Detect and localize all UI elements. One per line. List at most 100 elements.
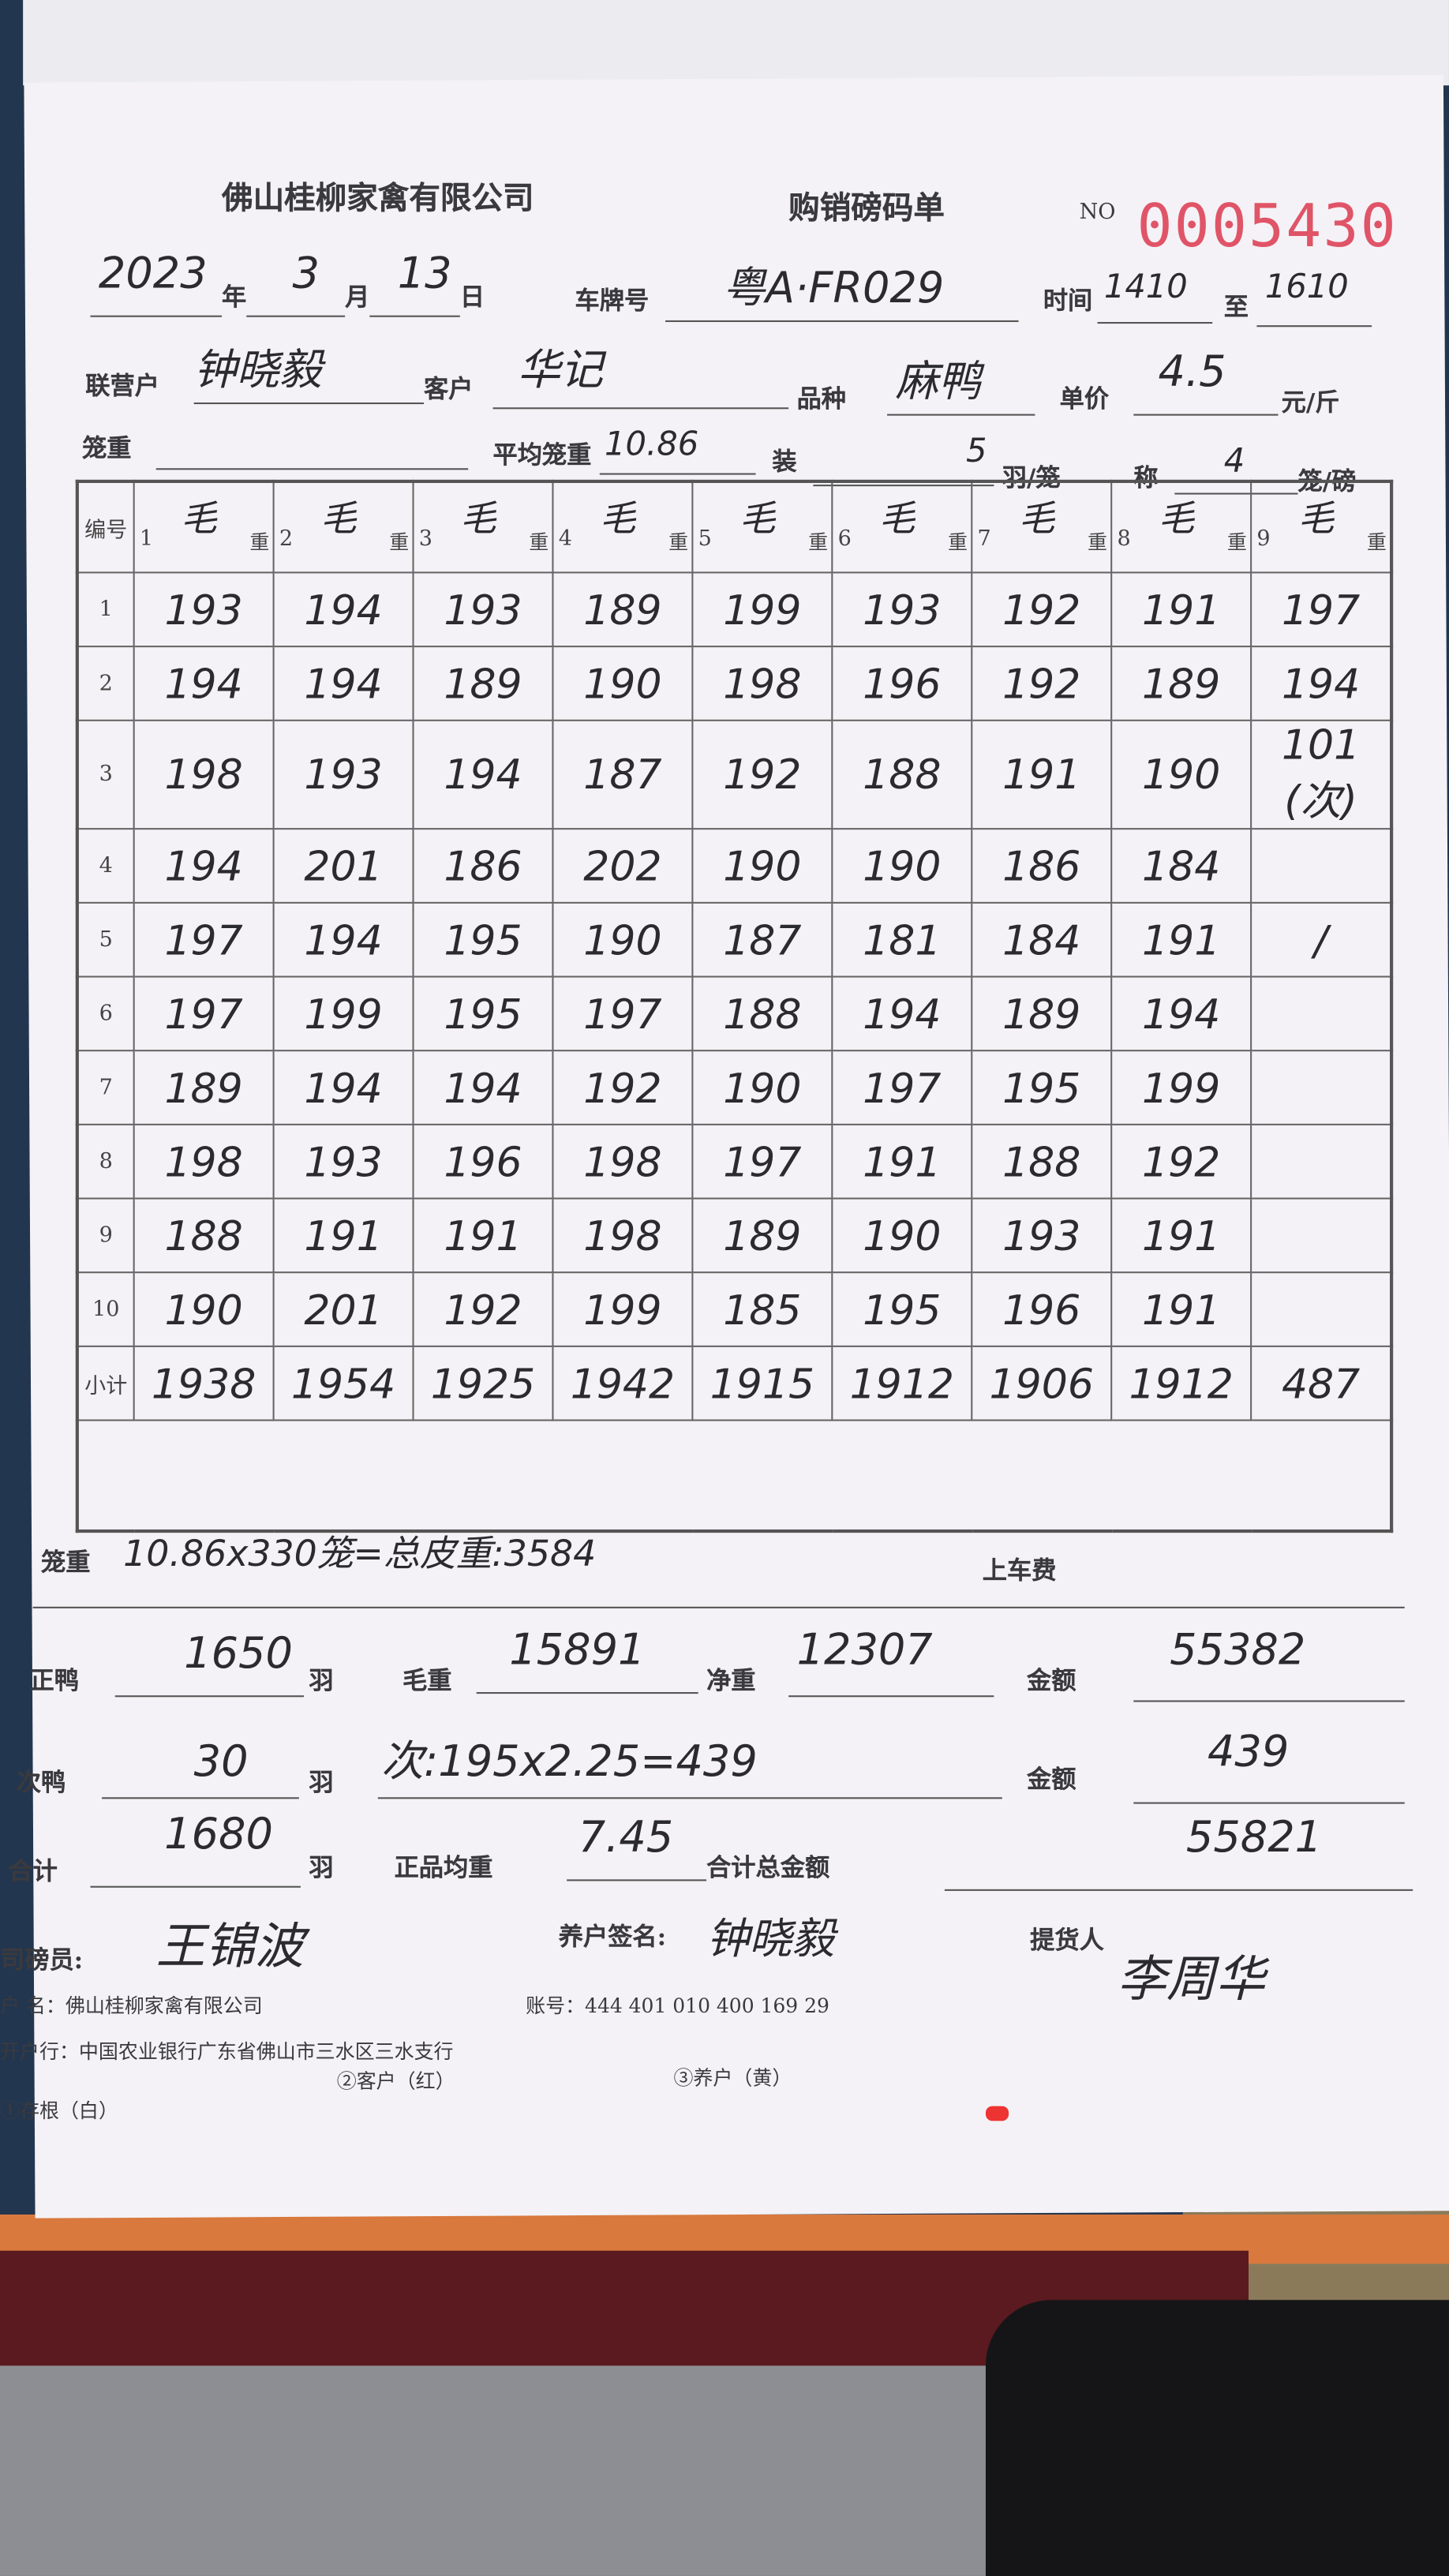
weight-cell: 196 (971, 1271, 1113, 1347)
total-label: 合计 (8, 1856, 58, 1886)
company-name: 佛山桂柳家禽有限公司 (222, 180, 534, 217)
table-row: 10 190 201 192 199 185 195 196 191 (76, 1271, 1393, 1347)
subtotal-cell: 1942 (552, 1345, 694, 1421)
table-row: 1 193 194 193 189 199 193 192 191 197 (76, 571, 1393, 648)
row-number: 9 (76, 1197, 135, 1274)
weight-cell: 192 (971, 571, 1113, 648)
weight-cell: 201 (272, 828, 414, 904)
weight-cell: 199 (691, 571, 833, 648)
weight-cell: 189 (552, 571, 694, 648)
column-handwriting: 毛 (739, 499, 776, 541)
weight-cell: 191 (412, 1197, 554, 1274)
column-handwriting: 毛 (180, 499, 217, 541)
weight-cell: 202 (552, 828, 694, 904)
weight-cell: 187 (691, 901, 833, 978)
subtotal-cell: 487 (1250, 1345, 1393, 1421)
partner-label: 联营户 (85, 371, 159, 401)
avg-weight-label: 正品均重 (394, 1853, 493, 1883)
amount-label-2: 金额 (1027, 1764, 1076, 1795)
weight-cell: 195 (412, 901, 554, 978)
weight-cell: 184 (1110, 828, 1252, 904)
weight-cell: 188 (133, 1197, 275, 1274)
avg-cage-weight: 10.86 (605, 424, 699, 464)
cage-weight-label: 笼重 (82, 433, 132, 464)
breed-label: 品种 (796, 384, 847, 414)
weight-cell: 189 (412, 646, 554, 721)
weight-cell (1250, 1197, 1393, 1274)
weight-cell: 184 (971, 901, 1113, 978)
weight-cell: 190 (691, 828, 833, 904)
weight-cell: 190 (552, 646, 694, 721)
no-label: NO (1079, 200, 1116, 226)
table-row: 7 189 194 194 192 190 197 195 199 (76, 1050, 1393, 1125)
weight-cell: 189 (133, 1050, 275, 1125)
row-number: 2 (76, 646, 135, 721)
column-index: 2 (279, 527, 294, 552)
weight-cell: 194 (831, 975, 973, 1052)
weight-cell: 198 (133, 1123, 275, 1200)
red-mark (985, 2106, 1009, 2121)
day: 13 (397, 249, 452, 299)
cage-label: 笼重 (41, 1547, 91, 1578)
unit-yu-1: 羽 (309, 1665, 334, 1696)
weight-cell: 186 (971, 828, 1113, 904)
net-label: 净重 (706, 1665, 756, 1696)
weight-cell: 181 (831, 901, 973, 978)
weight-suffix: 重 (249, 530, 270, 554)
weight-cell: 194 (133, 828, 275, 904)
weight-cell: 195 (971, 1050, 1113, 1125)
weight-cell: 193 (412, 571, 554, 648)
unit-yu-3: 羽 (309, 1853, 334, 1883)
weight-cell: 198 (552, 1197, 694, 1274)
pack-label: 装 (772, 447, 797, 477)
main-amount: 55382 (1170, 1626, 1306, 1676)
copy-stub: ①存根（白） (0, 2099, 118, 2123)
grand-total: 55821 (1185, 1814, 1323, 1863)
weight-cell: 194 (412, 1050, 554, 1125)
weight-cell (1250, 1271, 1393, 1347)
pickup-signature: 李周华 (1117, 1951, 1265, 2009)
subtotal-row: 小计 1938 1954 1925 1942 1915 1912 1906 1912 487 (76, 1345, 1393, 1421)
row-number: 6 (76, 975, 135, 1052)
month-label: 月 (345, 283, 370, 313)
weight-cell: 193 (971, 1197, 1113, 1274)
month: 3 (292, 249, 320, 299)
serial-number: 0005430 (1136, 193, 1398, 261)
column-header: 8 毛重 (1110, 480, 1252, 574)
table-row: 9 188 191 191 198 189 190 193 191 (76, 1197, 1393, 1274)
weight-cell: 101 (次) (1250, 719, 1393, 830)
grand-total-label: 合计总金额 (706, 1853, 830, 1883)
plate-number: 粤A·FR029 (722, 264, 945, 314)
weight-table: 编号 1 毛重 2 毛重 3 毛重 4 毛重 5 毛重 6 毛重 7 毛重 8 毛重 9 毛重 1 193 194 193… (75, 479, 1394, 1533)
table-row: 2 194 194 189 190 198 196 192 189 194 (76, 646, 1393, 721)
column-index: 5 (698, 527, 712, 552)
weight-cell: 196 (831, 646, 973, 721)
weight-cell: 194 (133, 646, 275, 721)
weight-cell: 198 (691, 646, 833, 721)
column-handwriting: 毛 (878, 499, 915, 541)
weight-cell: / (1250, 901, 1393, 978)
column-header: 9 毛重 (1250, 480, 1393, 574)
row-number: 10 (76, 1271, 135, 1347)
weight-cell: 191 (1110, 571, 1252, 648)
avg-cage-label: 平均笼重 (492, 440, 592, 470)
corner-header: 编号 (76, 480, 135, 574)
subtotal-cell: 1938 (133, 1345, 275, 1421)
weight-cell: 199 (272, 975, 414, 1052)
weight-cell: 190 (1110, 719, 1252, 830)
unit-yu-2: 羽 (309, 1767, 334, 1798)
total-count: 1680 (164, 1810, 273, 1860)
weight-cell: 192 (971, 646, 1113, 721)
weight-cell (1250, 1050, 1393, 1125)
table-row: 8 198 193 196 198 197 191 188 192 (76, 1123, 1393, 1200)
weight-cell: 189 (971, 975, 1113, 1052)
weight-cell: 192 (412, 1271, 554, 1347)
column-index: 3 (418, 527, 433, 552)
weight-cell: 194 (1250, 646, 1393, 721)
farmer-sign-label: 养户签名: (558, 1922, 667, 1952)
weight-cell (1250, 975, 1393, 1052)
pack-count: 5 (965, 430, 987, 470)
weight-cell: 197 (552, 975, 694, 1052)
customer-label: 客户 (424, 374, 474, 405)
weight-cell: 187 (552, 719, 694, 830)
